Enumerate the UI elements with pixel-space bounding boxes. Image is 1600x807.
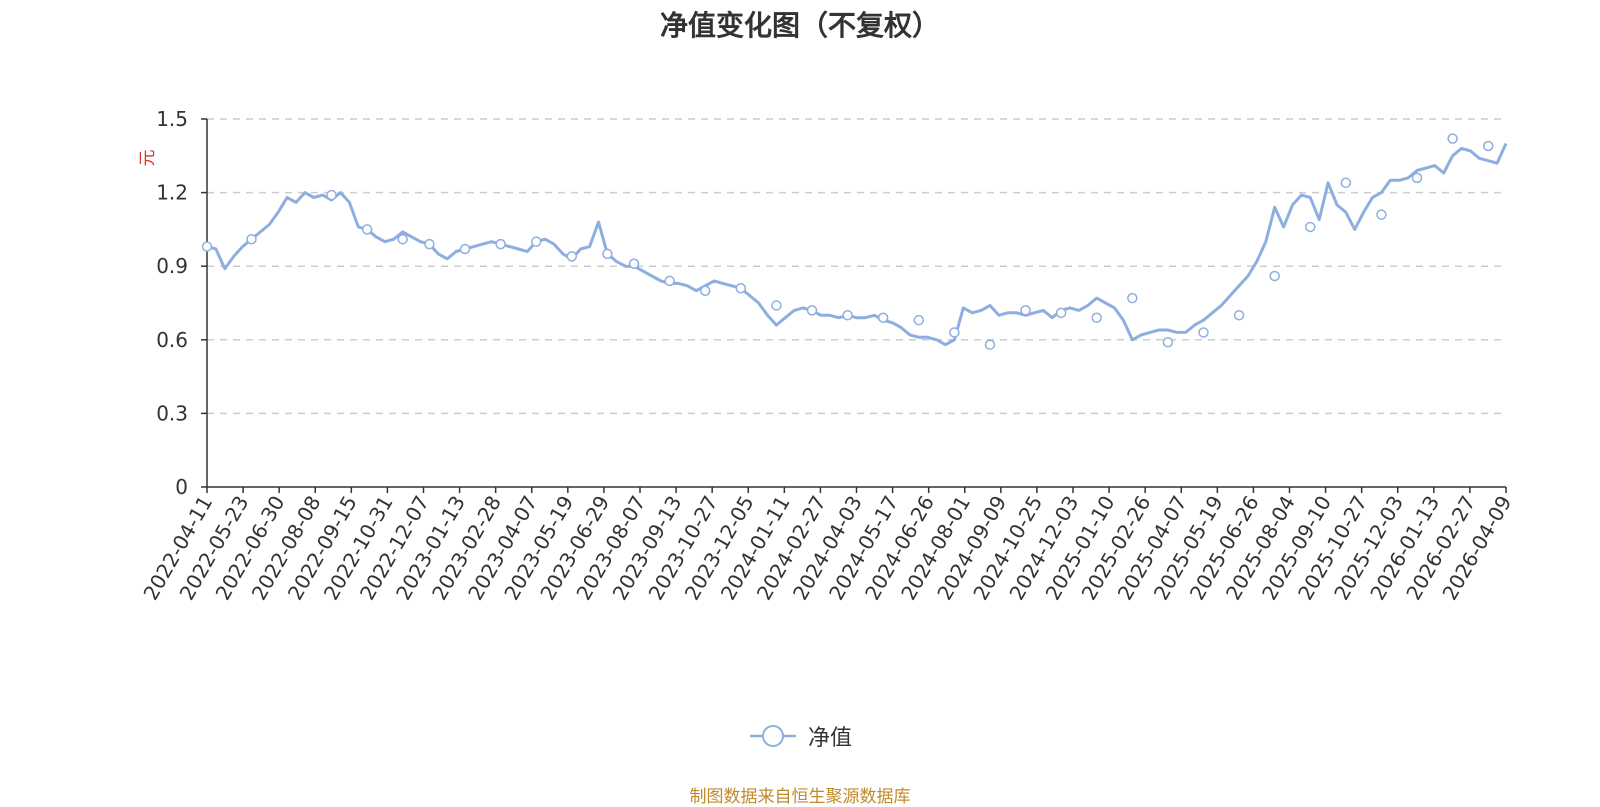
y-tick-labels: 0 0.3 0.6 0.9 1.2 1.5	[156, 107, 207, 499]
data-point[interactable]	[842, 310, 853, 321]
data-point[interactable]	[806, 305, 818, 316]
data-point[interactable]	[628, 258, 640, 269]
data-point[interactable]	[459, 243, 471, 255]
data-point[interactable]	[201, 241, 213, 252]
series-markers	[201, 133, 1494, 350]
data-point[interactable]	[664, 275, 675, 287]
data-point[interactable]	[1162, 337, 1174, 348]
data-point[interactable]	[602, 248, 613, 260]
data-point[interactable]	[949, 327, 960, 338]
data-point[interactable]	[495, 238, 506, 250]
axes	[206, 119, 1506, 488]
source-note: 制图数据来自恒生聚源数据库	[689, 787, 911, 807]
data-point[interactable]	[1447, 133, 1458, 144]
data-point[interactable]	[1020, 305, 1031, 316]
data-point[interactable]	[1198, 327, 1209, 338]
data-point[interactable]	[1269, 270, 1280, 282]
data-point[interactable]	[1233, 310, 1245, 321]
data-point[interactable]	[877, 312, 889, 323]
series-line-nav	[206, 142, 1508, 347]
legend-line-circle-icon	[749, 725, 796, 747]
data-point[interactable]	[1055, 307, 1067, 319]
data-point[interactable]	[1482, 140, 1494, 152]
data-point[interactable]	[397, 233, 408, 245]
data-point[interactable]	[913, 314, 925, 326]
data-point[interactable]	[771, 300, 782, 311]
data-point[interactable]	[699, 285, 711, 296]
data-point[interactable]	[424, 238, 435, 250]
grid-lines	[207, 118, 1506, 415]
data-point[interactable]	[1411, 172, 1423, 184]
y-tick-label: 1.5	[156, 107, 188, 131]
data-point[interactable]	[1305, 221, 1316, 233]
data-point[interactable]	[1376, 209, 1387, 220]
chart-title: 净值变化图（不复权）	[659, 9, 940, 42]
legend-label: 净值	[807, 726, 852, 751]
data-point[interactable]	[1340, 177, 1352, 189]
data-point[interactable]	[1091, 312, 1102, 323]
y-axis-label: 元	[138, 150, 158, 167]
x-tick-labels: 2022-04-112022-05-232022-06-302022-08-08…	[138, 487, 1516, 604]
data-point[interactable]	[566, 251, 578, 262]
data-point[interactable]	[246, 233, 257, 245]
y-tick-label: 0.9	[156, 254, 188, 278]
y-tick-label: 1.2	[156, 181, 188, 205]
y-tick-label: 0.6	[156, 328, 188, 352]
y-tick-label: 0	[175, 475, 188, 499]
data-point[interactable]	[530, 236, 542, 247]
data-point[interactable]	[984, 339, 996, 350]
chart-plot: 0 0.3 0.6 0.9 1.2 1.5 2022-04-112022-05-23202…	[138, 107, 1516, 604]
y-tick-label: 0.3	[156, 401, 188, 425]
legend[interactable]: 净值	[0, 720, 1600, 755]
data-point[interactable]	[326, 189, 337, 201]
data-point[interactable]	[735, 283, 747, 294]
data-point[interactable]	[1127, 292, 1138, 304]
data-point[interactable]	[361, 224, 373, 235]
